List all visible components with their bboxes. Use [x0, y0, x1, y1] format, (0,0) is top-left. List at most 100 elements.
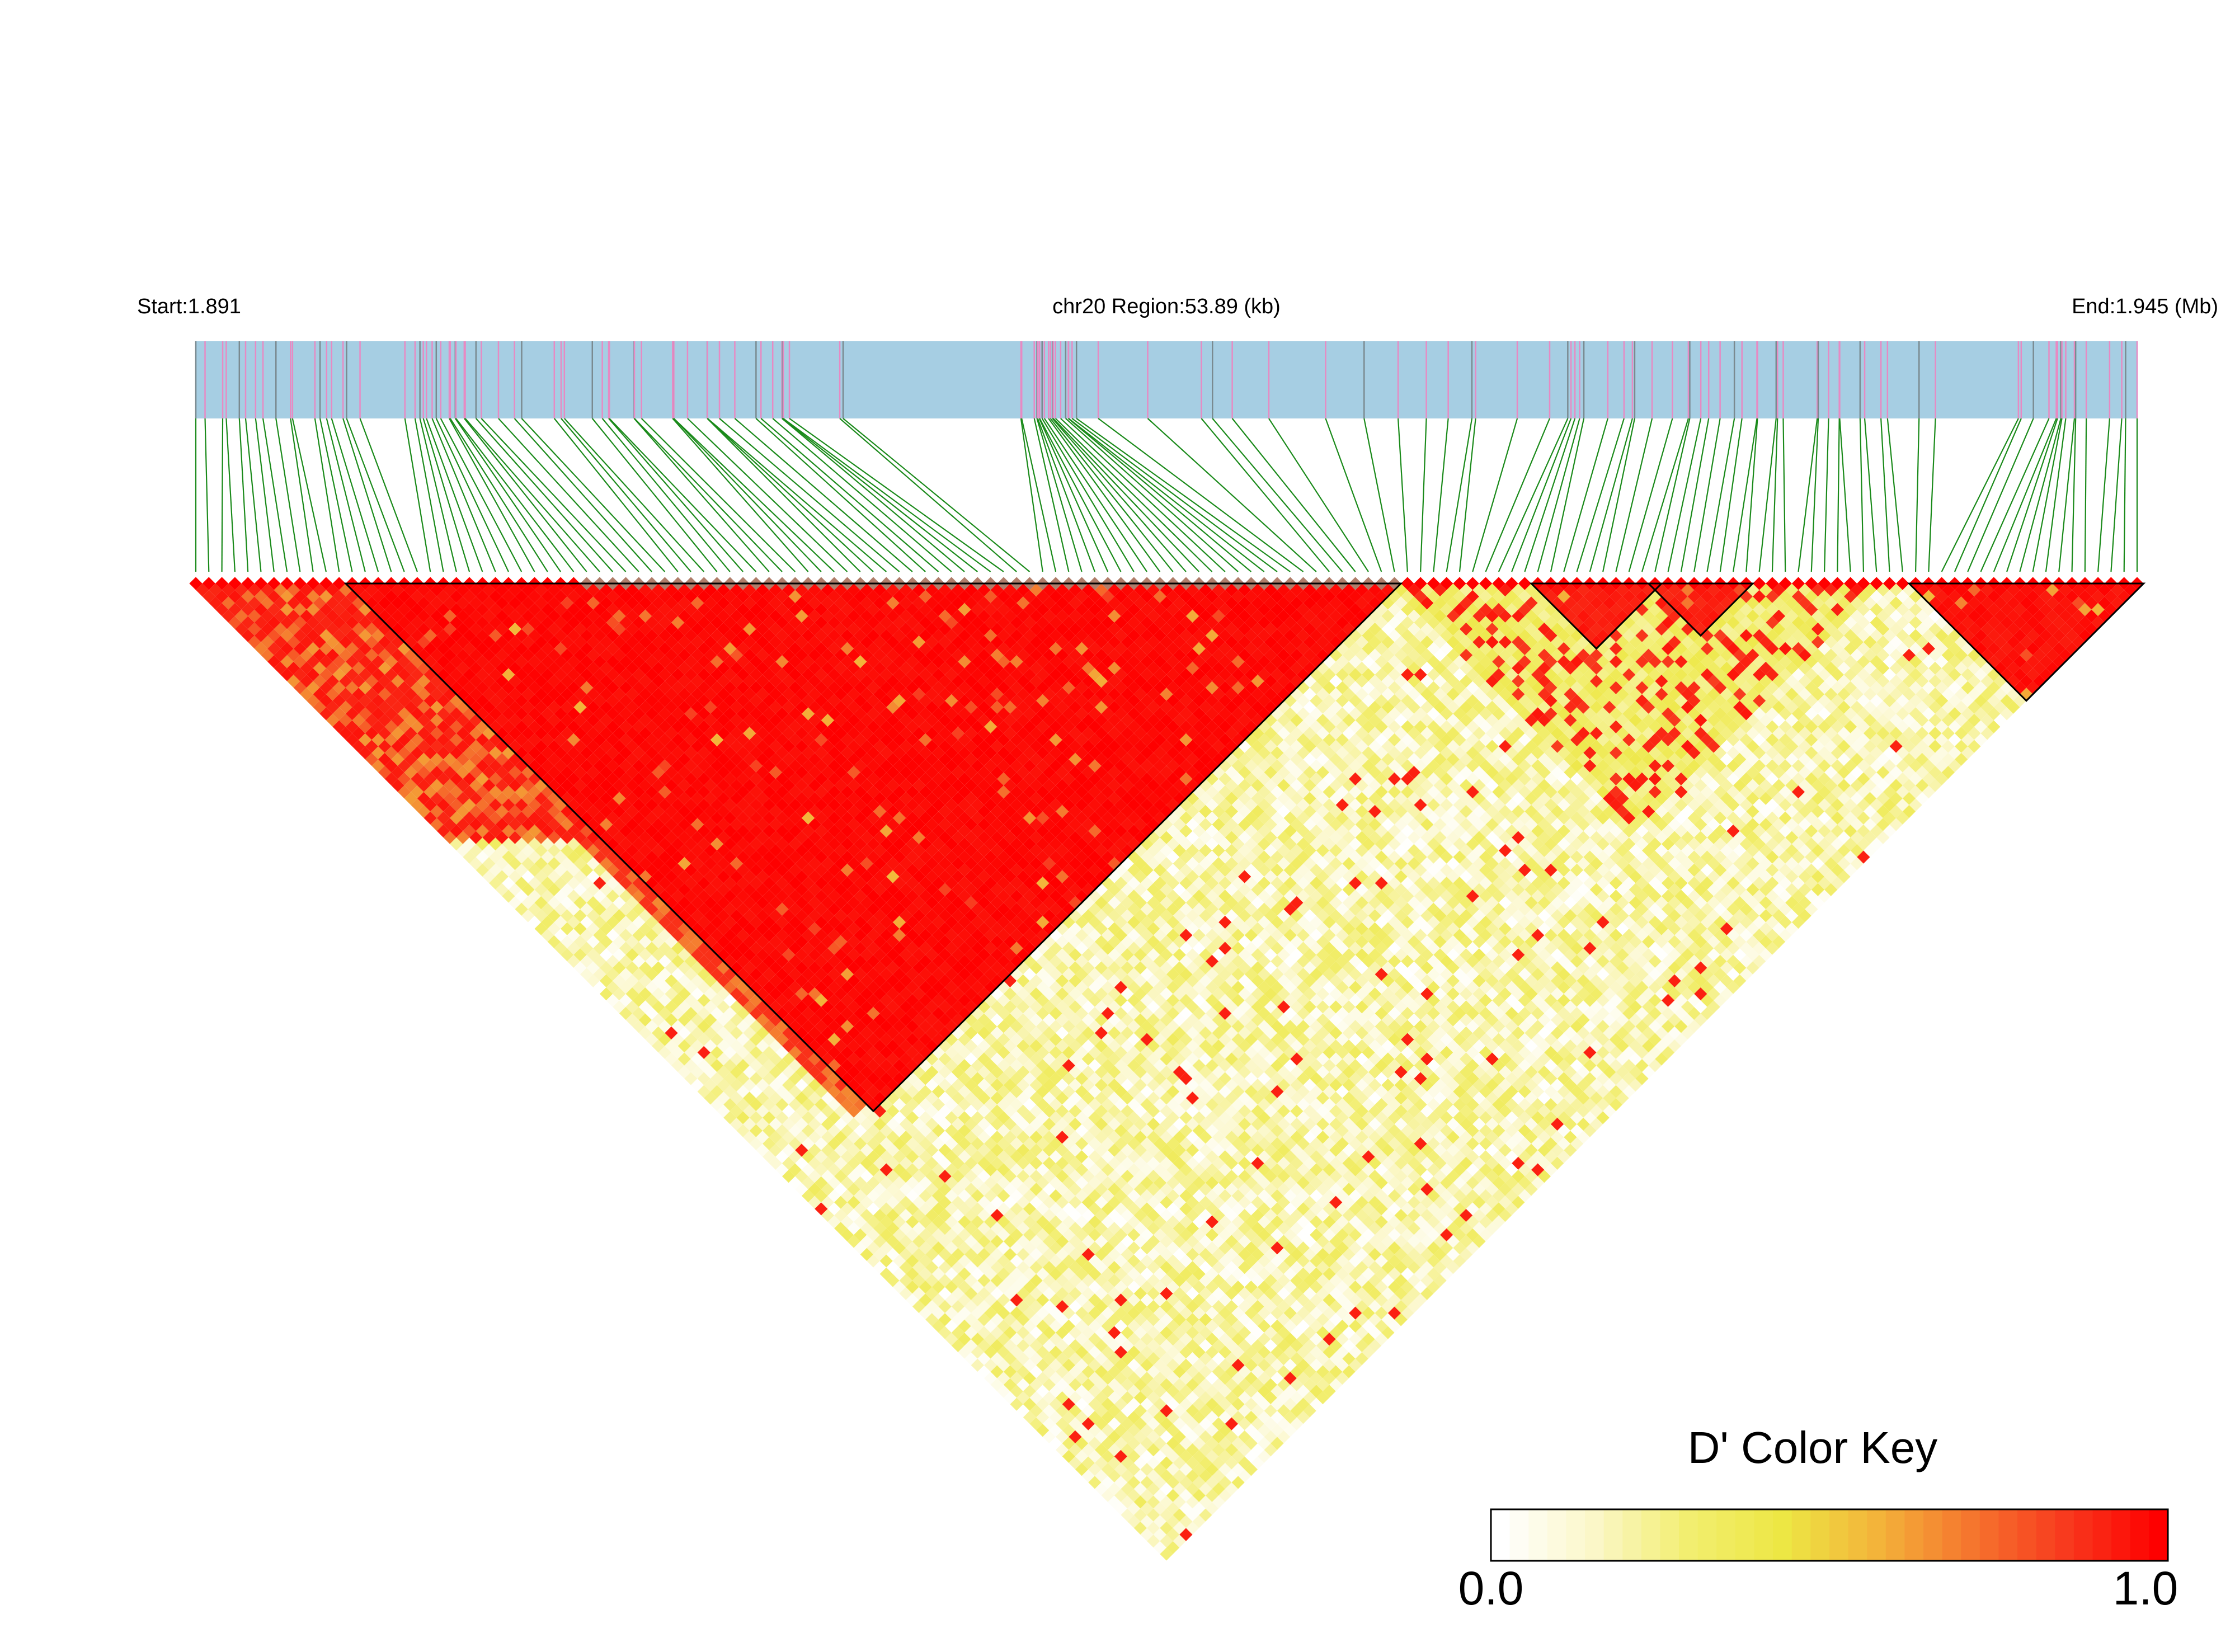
ld-cell [717, 1039, 730, 1053]
ld-cell [274, 596, 288, 610]
ld-cell [1179, 1449, 1193, 1463]
ld-cell [847, 1169, 860, 1183]
ld-cell [827, 1176, 841, 1189]
snp-link-line [1052, 418, 1200, 572]
ld-cell [1225, 1469, 1239, 1482]
snp-link-line [1667, 418, 1702, 572]
snp-link-line [1043, 418, 1147, 572]
ld-cell [1199, 1469, 1212, 1482]
ld-cell [834, 1208, 848, 1222]
ld-cell [873, 1235, 887, 1248]
snp-link-line [2006, 418, 2058, 572]
ld-cell [977, 1300, 991, 1314]
snp-link-line [1485, 418, 1550, 572]
ld-cell [1127, 1502, 1141, 1515]
ld-cell [306, 694, 320, 708]
ld-cell [1114, 1397, 1128, 1411]
snp-link-line [414, 418, 444, 572]
snp-link-line [1036, 418, 1083, 572]
ld-cell [1010, 1319, 1023, 1333]
ld-cell [945, 1215, 958, 1229]
snp-link-line [326, 418, 366, 572]
ld-cell [925, 1196, 939, 1209]
ld-cell [892, 1176, 906, 1189]
snp-link-line [561, 418, 691, 572]
ld-cell [1153, 1502, 1166, 1515]
ld-cell [1094, 1352, 1108, 1366]
snp-link-line [464, 418, 587, 572]
snp-link-line [1798, 418, 1818, 572]
ld-cell [899, 1235, 912, 1248]
snp-link-line [609, 418, 757, 572]
ld-cell [990, 1235, 1004, 1248]
snp-link-line [601, 418, 731, 572]
ld-cell [1153, 1528, 1166, 1541]
ld-cell [984, 1293, 997, 1307]
ld-cell [1185, 1469, 1199, 1482]
ld-cell [1010, 1306, 1023, 1320]
ld-cell [971, 1267, 984, 1281]
ld-cell [912, 1143, 926, 1157]
ld-cell [1114, 1358, 1128, 1372]
ld-cell [1049, 1358, 1062, 1372]
ld-cell [1205, 1476, 1219, 1489]
ld-cell [1127, 1489, 1141, 1502]
snp-link-line [1641, 418, 1689, 572]
ld-cell [274, 622, 288, 636]
ld-cell [886, 1208, 900, 1222]
ld-cell [1094, 1417, 1108, 1430]
ld-cell [1010, 1371, 1023, 1385]
snp-link-line [1524, 418, 1576, 572]
ld-cell [1042, 1430, 1056, 1444]
ld-cell [795, 1156, 808, 1170]
ld-cell [1088, 1358, 1102, 1372]
ld-cell [1081, 1430, 1095, 1444]
ld-cell [990, 1300, 1004, 1314]
ld-cell [404, 779, 417, 792]
ld-cell [925, 1248, 939, 1262]
ld-cell [1049, 1306, 1062, 1320]
ld-cell [860, 1196, 874, 1209]
ld-cell [906, 1163, 919, 1176]
ld-cell [945, 1241, 958, 1255]
snp-link-line [2084, 418, 2087, 572]
snp-link-line [1071, 418, 1278, 572]
ld-cell [964, 1248, 978, 1262]
snp-link-line [464, 418, 600, 572]
ld-cell [717, 1091, 730, 1105]
ld-cell [931, 1163, 945, 1176]
ld-cell [1153, 1515, 1166, 1528]
snp-link-line [707, 418, 887, 572]
ld-cell [815, 1059, 828, 1072]
ld-cell [404, 661, 417, 675]
ld-cell [717, 974, 730, 987]
ld-cell [1160, 1521, 1173, 1535]
ld-cell [1114, 1385, 1128, 1398]
snp-link-line [563, 418, 705, 572]
ld-cell [860, 1169, 874, 1183]
ld-cell [938, 1183, 952, 1196]
ld-cell [958, 1345, 971, 1359]
ld-cell [769, 1156, 782, 1170]
snp-link-line [1537, 418, 1580, 572]
snp-link-line [426, 418, 483, 572]
ld-cell [1075, 1397, 1089, 1411]
ld-cell [854, 1163, 867, 1176]
ld-cell [782, 1169, 796, 1183]
snp-link-line [1212, 418, 1343, 572]
ld-cell [1029, 1417, 1043, 1430]
ld-cell [1003, 1235, 1017, 1248]
ld-cell [958, 1202, 971, 1216]
ld-cell [919, 1306, 932, 1320]
ld-cell [801, 1189, 815, 1203]
snp-link-line [346, 418, 405, 572]
ld-cell [867, 1228, 880, 1242]
ld-cell [958, 1189, 971, 1203]
ld-cell [1036, 1333, 1050, 1346]
ld-cell [821, 1208, 835, 1222]
snp-link-line [435, 418, 509, 572]
ld-cell [1049, 1345, 1062, 1359]
ld-cell [886, 1183, 900, 1196]
ld-cell [1133, 1417, 1147, 1430]
ld-cell [886, 1196, 900, 1209]
